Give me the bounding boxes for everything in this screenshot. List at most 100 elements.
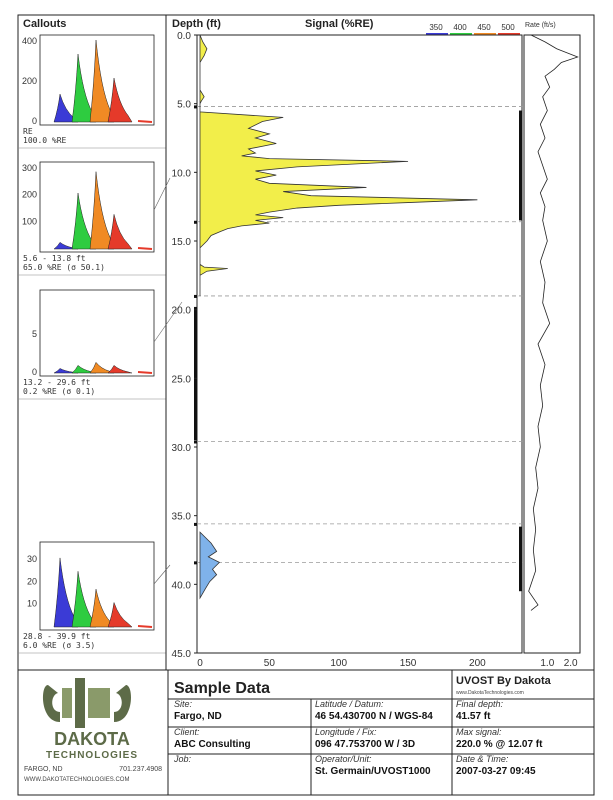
callout-peak-0	[53, 368, 79, 374]
callout-tick-label: 5	[32, 329, 37, 339]
info-cell-label: Site:	[174, 699, 193, 709]
callout-label-1: 5.6 - 13.8 ft	[23, 254, 86, 263]
info-cell-value: 41.57 ft	[456, 711, 491, 722]
callout-tick-label: 400	[22, 36, 37, 46]
info-cell-value: 46 54.430700 N / WGS-84	[315, 711, 433, 722]
info-cell-value: 220.0 % @ 12.07 ft	[456, 739, 543, 750]
callout-peak-1	[71, 192, 97, 250]
callout-tail	[137, 247, 153, 250]
signal-tick-label: 200	[469, 658, 486, 669]
callout-peak-1	[71, 571, 97, 628]
depth-marker-tick	[194, 561, 197, 565]
rate-tick-label: 2.0	[564, 658, 578, 669]
callout-tick-label: 10	[27, 599, 37, 609]
depth-tick-label: 30.0	[172, 443, 192, 454]
footer-block: DAKOTA TECHNOLOGIES FARGO, ND 701.237.49…	[18, 669, 594, 795]
rate-axis: 1.0 2.0	[540, 658, 578, 669]
info-cell-value: St. Germain/UVOST1000	[315, 766, 431, 777]
rate-line	[528, 34, 579, 611]
signal-series	[199, 34, 478, 600]
rate-plot-area	[523, 34, 581, 654]
signal-tick-label: 0	[197, 658, 203, 669]
legend-label: 400	[453, 23, 467, 32]
callout-tick-label: 100	[22, 216, 37, 226]
signal-chart: 0.0 5.0 10.0 15.0 20.0 25.0 30.0 35.0 40.0 45.0 0…	[172, 31, 580, 669]
signal-header: Signal (%RE)	[305, 18, 374, 30]
callout-tail	[137, 625, 153, 628]
info-cell-label: Operator/Unit:	[315, 754, 372, 764]
depth-tick-label: 25.0	[172, 374, 192, 385]
info-cell-label: Final depth:	[456, 699, 504, 709]
callout-peak-3	[107, 77, 133, 123]
rate-header: Rate (ft/s)	[525, 22, 556, 29]
callout-peak-1	[71, 364, 97, 374]
callout-label-2: 6.0 %RE (σ 3.5)	[23, 641, 95, 650]
callout-label-2: 65.0 %RE (σ 50.1)	[23, 263, 105, 272]
callout-peak-2	[89, 171, 115, 250]
depth-tick-label: 15.0	[172, 237, 192, 248]
legend-label: 450	[477, 23, 491, 32]
callout-tick-label: 300	[22, 163, 37, 173]
callout-peak-2	[89, 361, 115, 374]
info-cell-value: ABC Consulting	[174, 739, 251, 750]
callout-peak-3	[107, 364, 133, 374]
callout-label-1: 28.8 - 39.9 ft	[23, 632, 91, 641]
legend-label: 350	[429, 23, 443, 32]
signal-axis: 0 50 100 150 200	[197, 658, 486, 669]
signal-tick-label: 150	[400, 658, 417, 669]
info-cells: Site: Fargo, ND Latitude / Datum: 46 54.430…	[173, 699, 543, 777]
logo-word-technologies: TECHNOLOGIES	[46, 750, 138, 761]
callout-tail	[137, 120, 153, 123]
callout-label-1: 13.2 - 29.6 ft	[23, 378, 91, 387]
data-title: Sample Data	[174, 680, 270, 697]
callout-connector	[153, 177, 171, 211]
callout-tick-label: 200	[22, 76, 37, 86]
footer-web: WWW.DAKOTATECHNOLOGIES.COM	[24, 777, 129, 783]
callout-connectors	[153, 177, 183, 585]
brand-url: www.DakotaTechnologies.com	[456, 690, 524, 696]
callout-connector	[153, 564, 171, 585]
info-cell-value: Fargo, ND	[174, 711, 222, 722]
callout-peak-3	[107, 602, 133, 628]
depth-tick-label: 35.0	[172, 512, 192, 523]
depth-tick-label: 10.0	[172, 168, 192, 179]
callout-tick-label: 200	[22, 190, 37, 200]
legend-label: 500	[501, 23, 515, 32]
signal-tick-label: 100	[330, 658, 347, 669]
callout-peak-3	[107, 214, 133, 250]
depth-marker-tick	[194, 105, 197, 109]
callout-peak-1	[71, 53, 97, 123]
depth-tick-label: 20.0	[172, 306, 192, 317]
logo-word-dakota: DAKOTA	[54, 729, 130, 749]
info-cell-label: Client:	[174, 727, 200, 737]
callout-tick-label: 30	[27, 554, 37, 564]
depth-marker-tick	[194, 440, 197, 444]
info-cell-label: Max signal:	[456, 727, 502, 737]
depth-tick-label: 40.0	[172, 580, 192, 591]
callout-label-2: 0.2 %RE (σ 0.1)	[23, 387, 95, 396]
depth-tick-label: 0.0	[177, 31, 191, 42]
callout-tick-label: 0	[32, 116, 37, 126]
depth-tick-label: 5.0	[177, 100, 191, 111]
signal-area-upper	[199, 34, 478, 296]
depth-axis: 0.0 5.0 10.0 15.0 20.0 25.0 30.0 35.0 40.0 45.0	[172, 31, 197, 660]
signal-range-bar	[519, 110, 522, 221]
callout-tail	[137, 371, 153, 374]
callout-peak-2	[89, 39, 115, 123]
depth-marker-tick	[194, 220, 197, 224]
dakota-logo-mark	[43, 678, 131, 728]
callout-tick-label: 0	[32, 367, 37, 377]
rate-series	[528, 34, 579, 611]
callout-peak-0	[53, 557, 79, 628]
depth-header: Depth (ft)	[172, 18, 221, 30]
signal-range-bar	[519, 526, 522, 592]
brand-title: UVOST By Dakota	[456, 675, 552, 687]
info-cell-label: Longitude / Fix:	[315, 727, 377, 737]
callout-label-2: 100.0 %RE	[23, 136, 67, 145]
rate-chart: 1.0 2.0	[523, 34, 581, 669]
depth-tick-label: 45.0	[172, 649, 192, 660]
callout-tick-label: 20	[27, 576, 37, 586]
callout-plot-frame	[39, 289, 155, 377]
